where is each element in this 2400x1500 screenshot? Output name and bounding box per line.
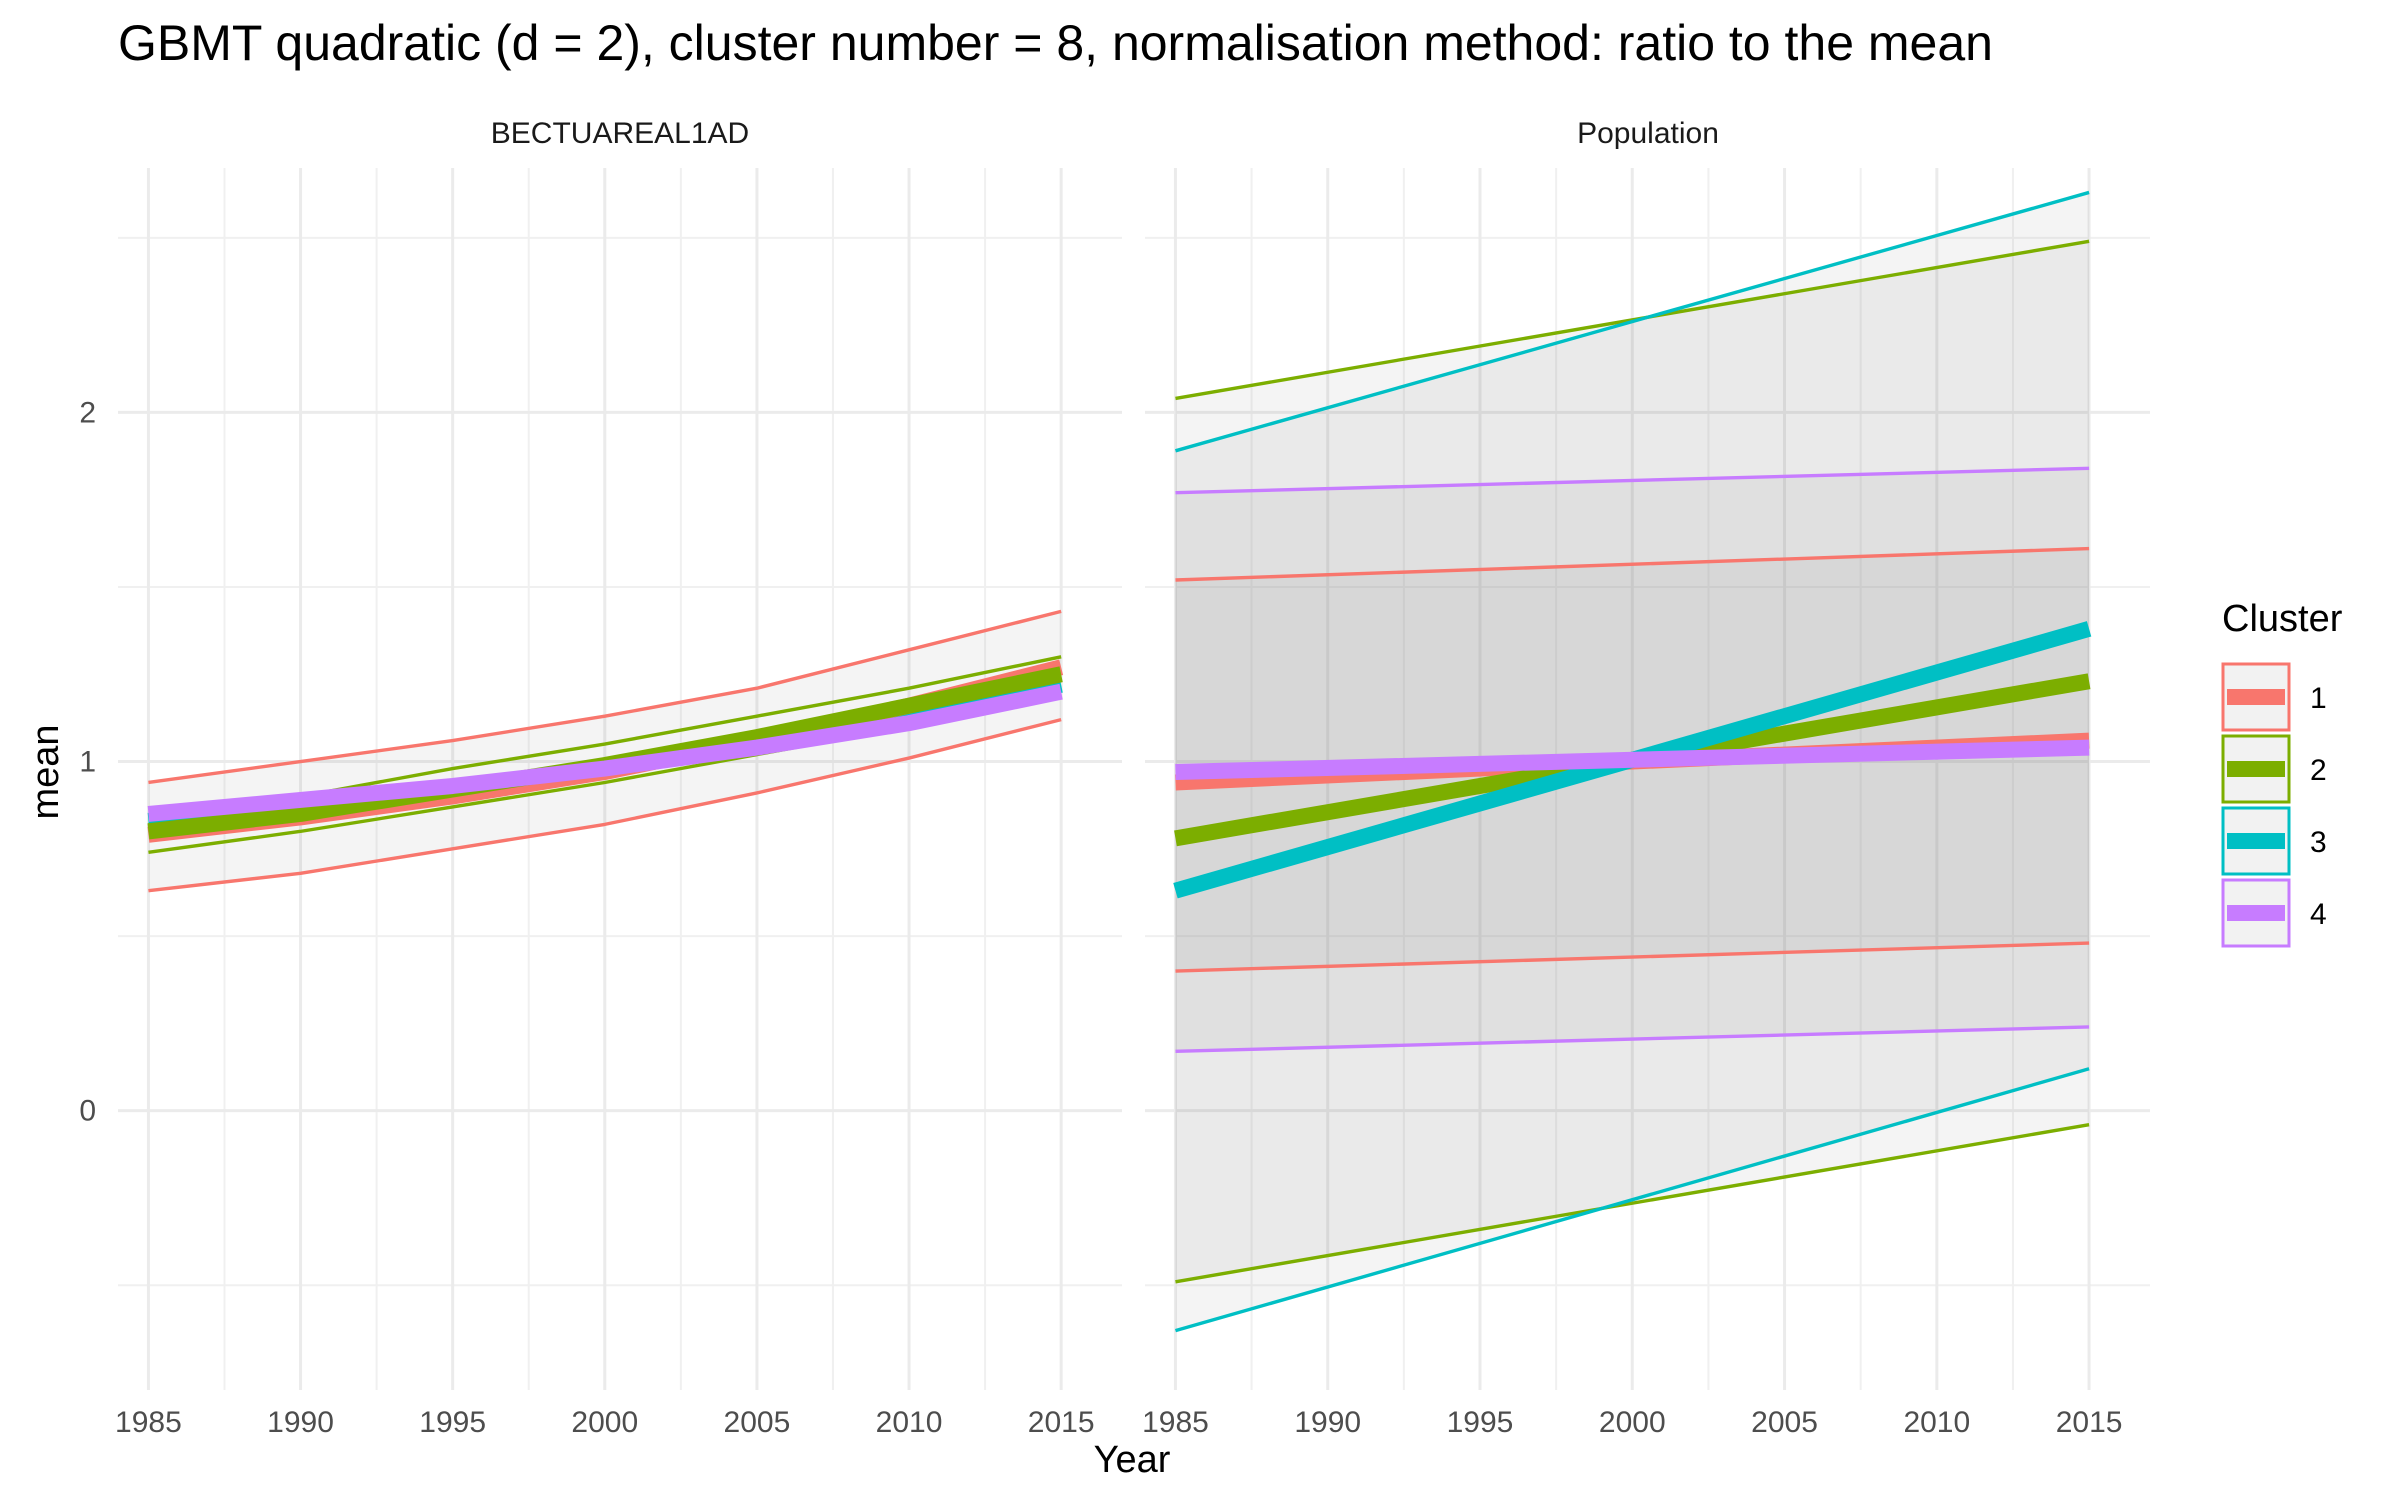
x-tick-label: 2005 bbox=[1751, 1406, 1818, 1439]
legend-label: 4 bbox=[2310, 898, 2327, 931]
x-tick-label: 1990 bbox=[267, 1406, 334, 1439]
legend-label: 3 bbox=[2310, 826, 2327, 859]
y-axis-title: mean bbox=[25, 724, 67, 819]
bands-left bbox=[148, 611, 1062, 891]
legend-item-2: 2 bbox=[2221, 734, 2327, 804]
legend-item-1: 1 bbox=[2221, 662, 2327, 732]
legend-keys: 1 2 3 4 bbox=[2221, 662, 2327, 948]
y-tick-label: 2 bbox=[79, 396, 96, 429]
series-line-cluster-1-upper bbox=[148, 609, 1062, 785]
legend: Cluster 1 2 3 4 bbox=[2221, 598, 2343, 948]
strip-label-left: BECTUAREAL1AD bbox=[491, 117, 749, 150]
legend-title: Cluster bbox=[2222, 598, 2343, 640]
y-tick-label: 0 bbox=[79, 1095, 96, 1128]
series-line-cluster-3-upper bbox=[1174, 190, 2090, 453]
y-tick-label: 1 bbox=[79, 746, 96, 779]
series-line-cluster-4-lower bbox=[1175, 1025, 2090, 1054]
series-line-cluster-3-lower bbox=[1174, 1067, 2090, 1333]
legend-item-4: 4 bbox=[2221, 878, 2327, 948]
x-tick-label: 2000 bbox=[1599, 1406, 1666, 1439]
series-line-cluster-4-upper bbox=[1175, 466, 2090, 495]
x-tick-label: 1995 bbox=[419, 1406, 486, 1439]
series-line-cluster-1-upper bbox=[1175, 546, 2090, 582]
series-right bbox=[1173, 190, 2092, 1333]
x-tick-label: 2015 bbox=[2056, 1406, 2123, 1439]
ci-band-cluster-1 bbox=[148, 611, 1062, 891]
legend-item-3: 3 bbox=[2221, 806, 2327, 876]
x-tick-label: 1995 bbox=[1447, 1406, 1514, 1439]
x-tick-label: 2010 bbox=[1903, 1406, 1970, 1439]
series-line-cluster-4-mean bbox=[147, 683, 1063, 822]
strip-label-right: Population bbox=[1577, 117, 1719, 150]
series-line-cluster-1-lower bbox=[148, 717, 1062, 893]
y-ticks: 0 1 2 bbox=[79, 396, 96, 1127]
series-line-cluster-1-lower bbox=[1175, 941, 2090, 973]
series-line-cluster-2-lower bbox=[1175, 1122, 2090, 1284]
x-tick-label: 2010 bbox=[876, 1406, 943, 1439]
legend-label: 2 bbox=[2310, 754, 2327, 787]
x-ticks-right: 1985 1990 1995 2000 2005 2010 2015 bbox=[1142, 1406, 2122, 1439]
panel-right: Population 1985 1990 1995 2000 2005 2010 2015 bbox=[1142, 117, 2150, 1439]
legend-label: 1 bbox=[2310, 682, 2327, 715]
chart-title: GBMT quadratic (d = 2), cluster number =… bbox=[118, 15, 1993, 71]
x-tick-label: 2000 bbox=[571, 1406, 638, 1439]
x-tick-label: 1990 bbox=[1294, 1406, 1361, 1439]
series-line-cluster-4-mean bbox=[1175, 739, 2090, 781]
x-tick-label: 1985 bbox=[1142, 1406, 1209, 1439]
series-left bbox=[147, 609, 1064, 893]
x-tick-label: 1985 bbox=[115, 1406, 182, 1439]
x-tick-label: 2015 bbox=[1028, 1406, 1095, 1439]
panel-left: BECTUAREAL1AD 1985 1990 1995 2000 2005 2010 20… bbox=[115, 117, 1122, 1439]
x-tick-label: 2005 bbox=[724, 1406, 791, 1439]
x-ticks-left: 1985 1990 1995 2000 2005 2010 2015 bbox=[115, 1406, 1094, 1439]
x-axis-title: Year bbox=[1094, 1439, 1171, 1481]
